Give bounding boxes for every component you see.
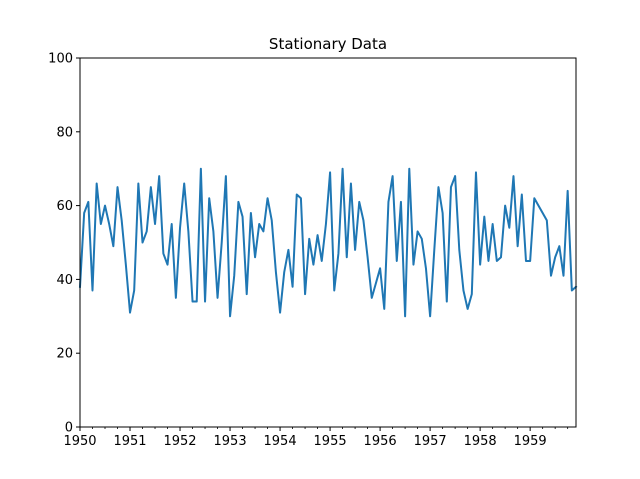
chart-title: Stationary Data	[269, 35, 387, 53]
y-tick-label: 100	[48, 52, 73, 67]
x-tick-label: 1956	[364, 434, 397, 449]
y-tick-label: 60	[56, 199, 73, 214]
y-tick-label: 20	[56, 347, 73, 362]
x-tick-label: 1950	[63, 434, 96, 449]
x-tick-label: 1953	[214, 434, 247, 449]
x-tick-label: 1957	[414, 434, 447, 449]
x-tick-label: 1954	[264, 434, 297, 449]
series-line-0	[78, 167, 578, 318]
y-tick-label: 0	[65, 421, 73, 436]
x-tick-label: 1959	[514, 434, 547, 449]
x-tick-label: 1951	[113, 434, 146, 449]
axes-frame	[79, 57, 577, 428]
y-tick-label: 40	[56, 273, 73, 288]
plot-area	[78, 167, 578, 318]
x-tick-label: 1952	[163, 434, 196, 449]
x-tick-label: 1958	[464, 434, 497, 449]
axes: 0 20 40 60 80 100 1950 1951 1952 1953 1954 1955 1956…	[48, 52, 577, 449]
x-tick-label: 1955	[314, 434, 347, 449]
y-tick-label: 80	[56, 125, 73, 140]
